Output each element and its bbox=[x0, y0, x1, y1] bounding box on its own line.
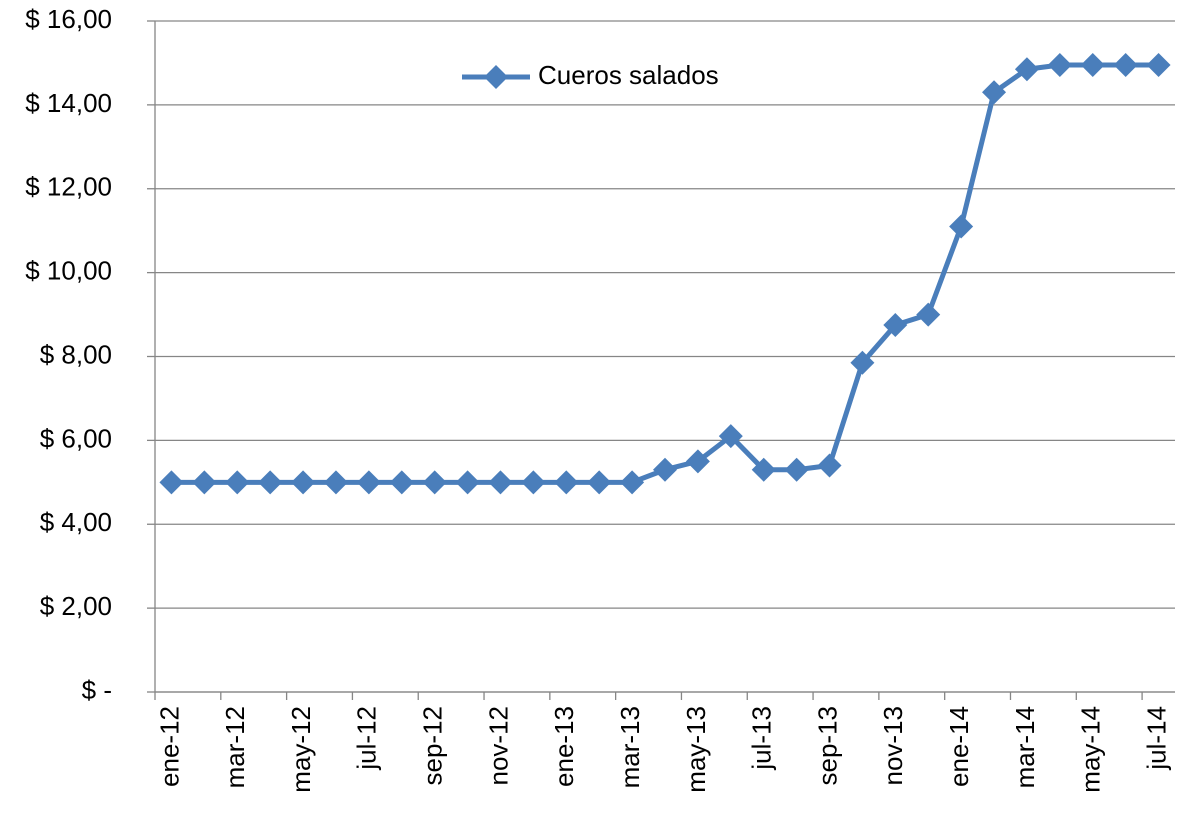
x-tick-label: mar-14 bbox=[1010, 706, 1040, 788]
point-marker bbox=[356, 470, 381, 495]
y-tick-label: $ 14,00 bbox=[25, 88, 112, 118]
point-marker bbox=[883, 313, 908, 338]
x-tick-label: may-13 bbox=[681, 706, 711, 793]
point-marker bbox=[291, 470, 316, 495]
x-tick-label: jul-14 bbox=[1141, 706, 1171, 771]
point-marker bbox=[554, 470, 579, 495]
x-tick-label: mar-13 bbox=[615, 706, 645, 788]
x-tick-label: nov-13 bbox=[878, 706, 908, 786]
point-marker bbox=[718, 424, 743, 449]
y-tick-label: $ 4,00 bbox=[40, 507, 112, 537]
point-marker bbox=[949, 214, 974, 239]
x-tick-label: nov-12 bbox=[483, 706, 513, 786]
y-tick-label: $ 16,00 bbox=[25, 4, 112, 34]
point-marker bbox=[389, 470, 414, 495]
point-marker bbox=[323, 470, 348, 495]
point-marker bbox=[521, 470, 546, 495]
point-marker bbox=[751, 457, 776, 482]
point-marker bbox=[1014, 57, 1039, 82]
point-marker bbox=[817, 453, 842, 478]
y-tick-label: $ - bbox=[82, 675, 112, 705]
series-line bbox=[171, 62, 1159, 485]
point-marker bbox=[159, 470, 184, 495]
x-tick-label: may-14 bbox=[1076, 706, 1106, 793]
x-tick-label: sep-12 bbox=[418, 706, 448, 786]
point-marker bbox=[488, 470, 513, 495]
y-tick-label: $ 12,00 bbox=[25, 172, 112, 202]
y-tick-label: $ 8,00 bbox=[40, 339, 112, 369]
y-tick-label: $ 6,00 bbox=[40, 423, 112, 453]
point-marker bbox=[225, 470, 250, 495]
point-marker bbox=[1113, 53, 1138, 78]
point-marker bbox=[1146, 53, 1171, 78]
x-tick-label: ene-12 bbox=[154, 706, 184, 787]
point-marker bbox=[620, 470, 645, 495]
point-marker bbox=[1047, 53, 1072, 78]
point-marker bbox=[422, 470, 447, 495]
point-marker bbox=[192, 470, 217, 495]
point-marker bbox=[653, 457, 677, 482]
x-tick-label: mar-12 bbox=[220, 706, 250, 788]
point-marker bbox=[916, 302, 941, 327]
x-tick-label: jul-12 bbox=[352, 706, 382, 771]
point-marker bbox=[455, 470, 480, 495]
point-marker bbox=[784, 457, 809, 482]
y-tick-label: $ 2,00 bbox=[40, 591, 112, 621]
point-marker bbox=[982, 80, 1007, 105]
x-tick-label: ene-14 bbox=[944, 706, 974, 787]
point-marker bbox=[587, 470, 612, 495]
point-marker bbox=[850, 350, 875, 375]
x-tick-label: jul-13 bbox=[747, 706, 777, 771]
point-marker bbox=[685, 449, 710, 474]
point-marker bbox=[1080, 53, 1105, 78]
y-tick-label: $ 10,00 bbox=[25, 256, 112, 286]
x-tick-label: ene-13 bbox=[549, 706, 579, 787]
x-tick-label: may-12 bbox=[286, 706, 316, 793]
point-marker bbox=[258, 470, 283, 495]
legend-label: Cueros salados bbox=[538, 60, 719, 90]
x-tick-label: sep-13 bbox=[812, 706, 842, 786]
legend-marker bbox=[484, 65, 508, 89]
